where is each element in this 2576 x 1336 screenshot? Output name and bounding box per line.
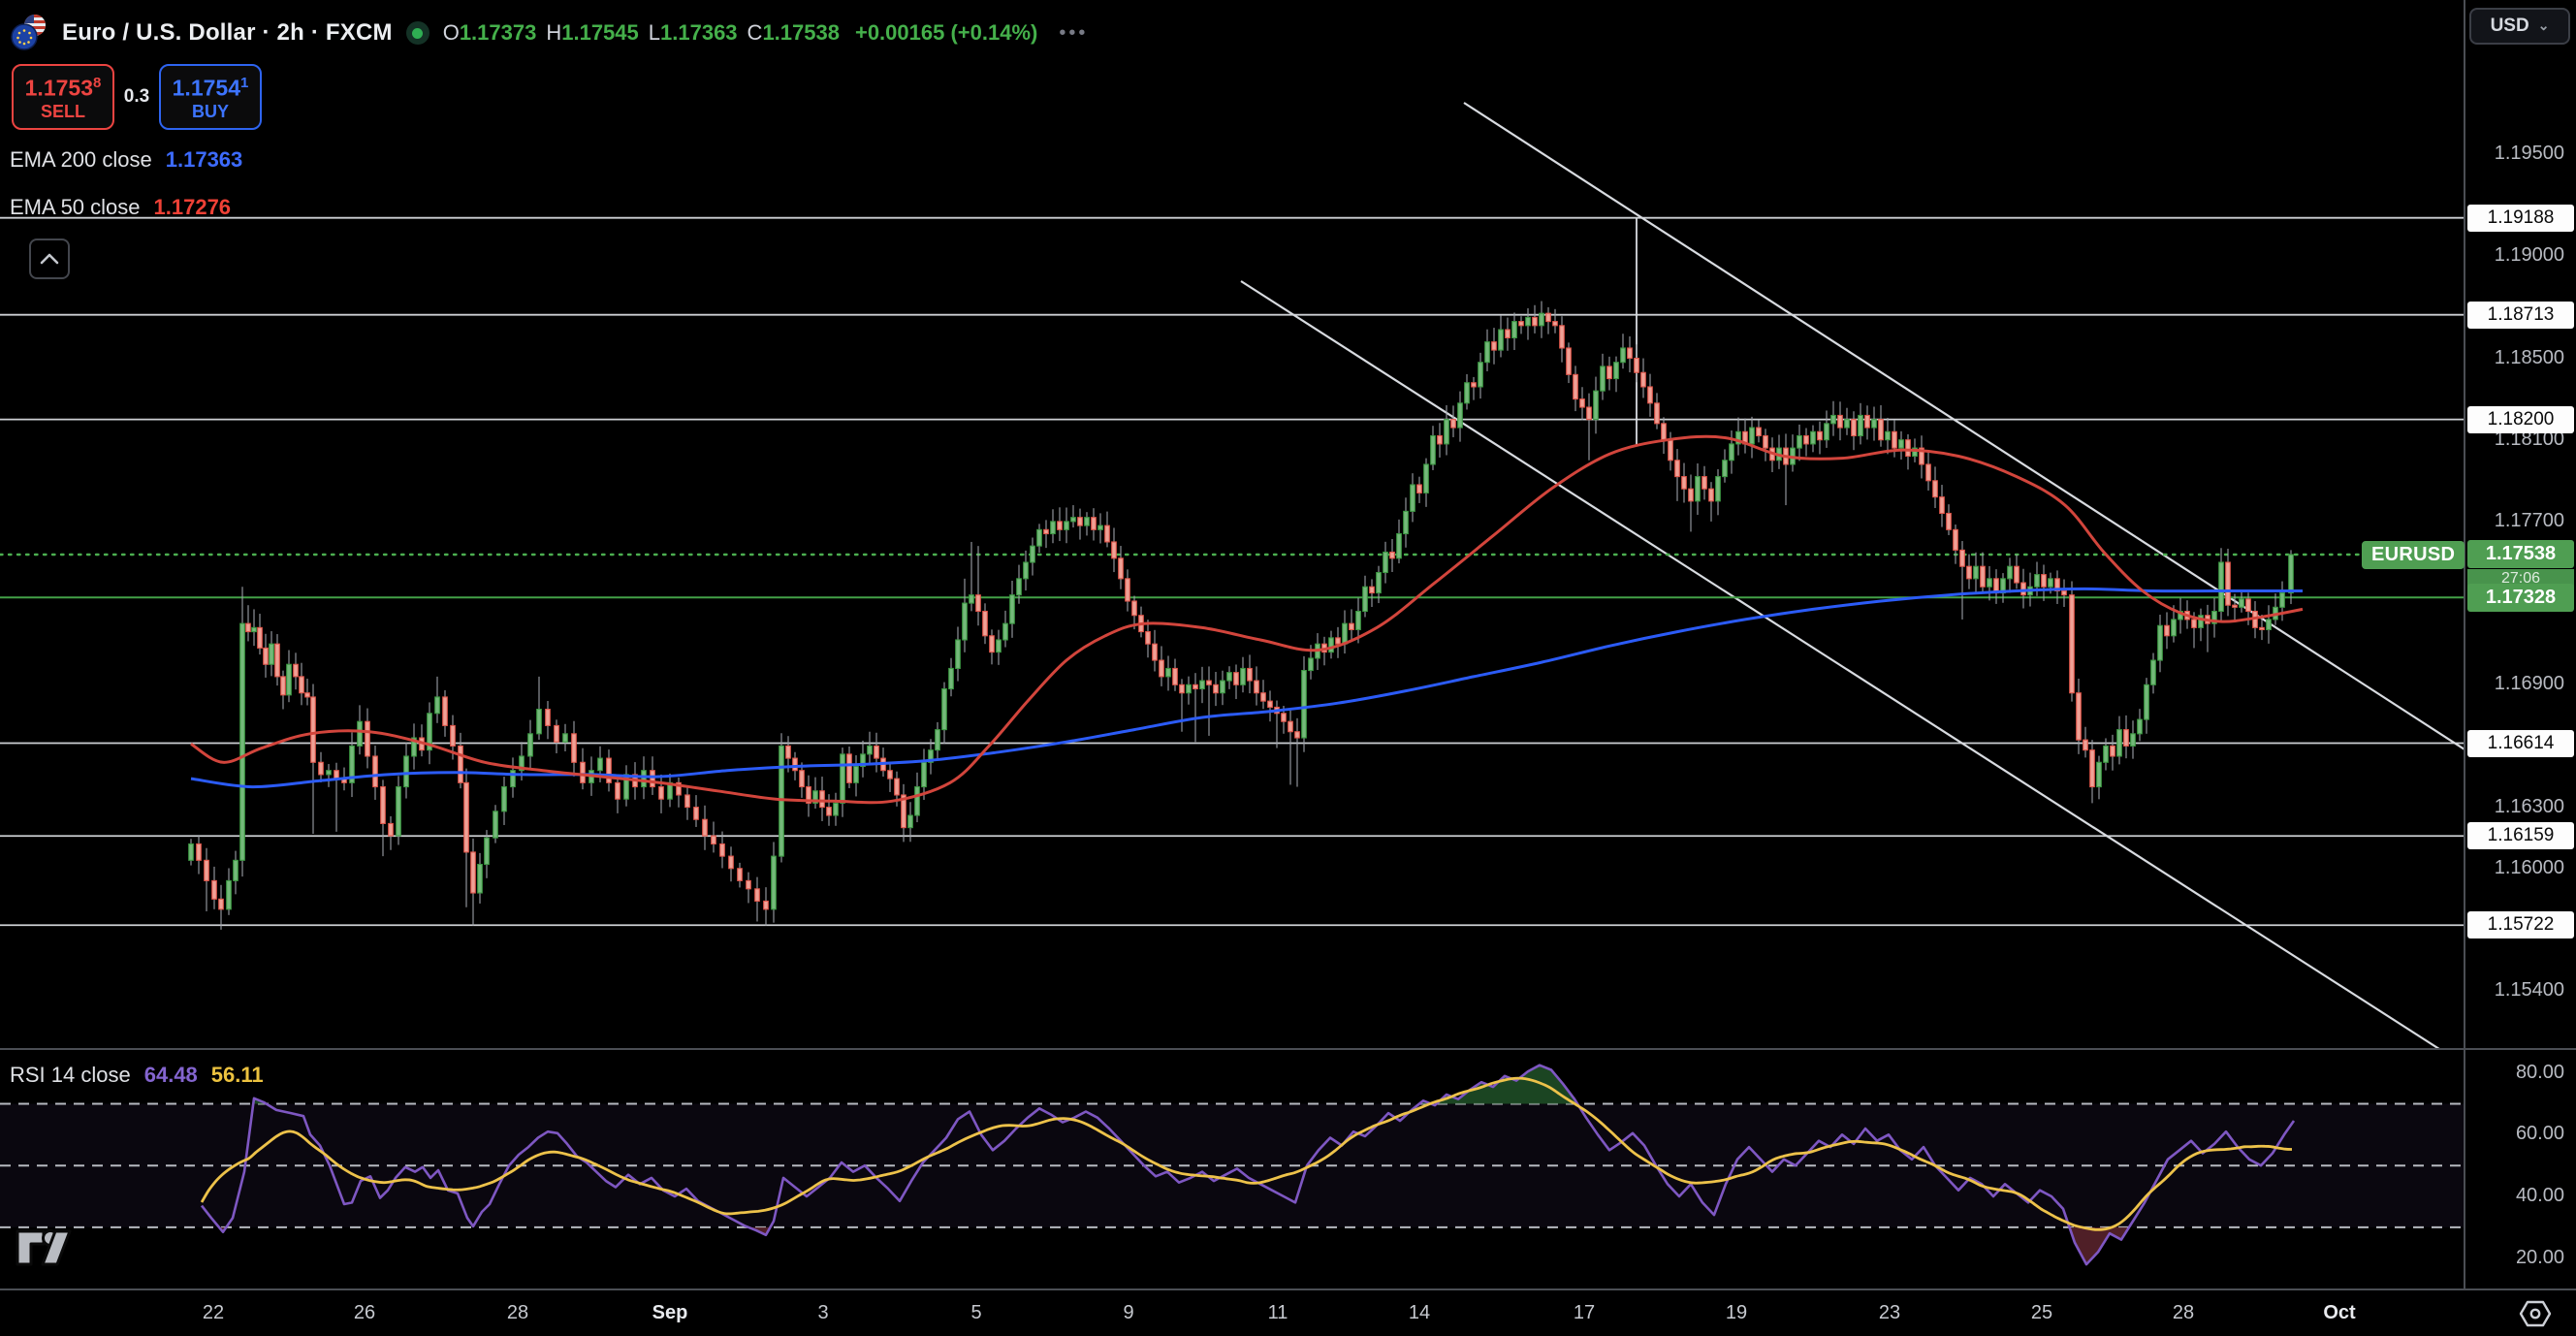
time-tick: Sep: [652, 1302, 688, 1323]
price-tick: 1.18100: [2494, 428, 2564, 450]
price-level-label: 1.15722: [2467, 911, 2574, 939]
buy-button[interactable]: 1.17541 BUY: [159, 64, 262, 130]
price-level-label: 1.16614: [2467, 729, 2574, 757]
price-tick: 1.16300: [2494, 795, 2564, 817]
sell-button[interactable]: 1.17538 SELL: [12, 64, 114, 130]
price-level-label: 1.19188: [2467, 204, 2574, 232]
ohlc-values: O1.17373 H1.17545 L1.17363 C1.17538: [442, 20, 840, 45]
price-level-label: 1.18713: [2467, 301, 2574, 329]
price-tick: 1.16000: [2494, 856, 2564, 878]
rsi-pane[interactable]: [0, 1064, 2465, 1266]
main-pane[interactable]: [0, 102, 2465, 1049]
price-tick: 1.16900: [2494, 673, 2564, 695]
rsi-ma-value: 56.11: [210, 1063, 264, 1087]
close-value: 1.17538: [762, 20, 840, 45]
price-tick: 1.19500: [2494, 143, 2564, 164]
chart-header: Euro / U.S. Dollar · 2h · FXCM O1.17373 …: [10, 12, 1088, 54]
low-value: 1.17363: [660, 20, 738, 45]
price-tick: 1.18500: [2494, 346, 2564, 368]
rsi-tick: 60.00: [2515, 1123, 2564, 1145]
time-tick: 14: [1408, 1302, 1431, 1323]
chevron-up-icon: [40, 253, 59, 265]
price-tick: 1.19000: [2494, 244, 2564, 267]
ema200-value: 1.17363: [165, 147, 243, 172]
more-icon[interactable]: •••: [1059, 21, 1089, 44]
ema200-legend[interactable]: EMA 200 close 1.17363: [10, 147, 243, 172]
ema50-line: [190, 434, 2304, 805]
tradingview-logo[interactable]: [14, 1222, 76, 1273]
chevron-down-icon: ⌄: [2537, 16, 2550, 33]
ema50-legend[interactable]: EMA 50 close 1.17276: [10, 195, 232, 219]
trendline: [1240, 280, 2440, 1049]
time-tick: Oct: [2323, 1302, 2356, 1323]
time-tick: 22: [202, 1302, 225, 1323]
price-tick: 1.17700: [2494, 509, 2564, 531]
current-price-label: 1.17538: [2467, 540, 2574, 568]
time-tick: 5: [970, 1302, 982, 1323]
trade-panel: 1.17538 SELL 0.3 1.17541 BUY: [12, 64, 262, 130]
ema50-value: 1.17276: [153, 195, 232, 219]
price-tick: 1.15400: [2494, 979, 2564, 1002]
collapse-pane-button[interactable]: [29, 239, 70, 279]
rsi-legend[interactable]: RSI 14 close 64.48 56.11: [10, 1063, 264, 1087]
rsi-tick: 20.00: [2515, 1246, 2564, 1268]
symbol-price-tag: EURUSD: [2362, 541, 2465, 569]
symbol-flag-icon: [10, 14, 48, 52]
open-value: 1.17373: [459, 20, 537, 45]
price-axis[interactable]: USD ⌄ 1.19500 1.19000 1.18500 1.18100 1.1770…: [2465, 0, 2576, 1336]
change-value: +0.00165 (+0.14%): [854, 20, 1038, 45]
high-value: 1.17545: [561, 20, 639, 45]
ema200-line: [190, 587, 2303, 789]
time-tick: 23: [1878, 1302, 1901, 1323]
time-tick: 28: [506, 1302, 529, 1323]
candles: [188, 301, 2294, 930]
symbol-title[interactable]: Euro / U.S. Dollar · 2h · FXCM: [62, 19, 393, 46]
trendline: [1463, 102, 2465, 750]
price-level-label: 1.16159: [2467, 822, 2574, 850]
time-tick: 3: [817, 1302, 829, 1323]
time-tick: 11: [1267, 1302, 1288, 1323]
time-tick: 9: [1123, 1302, 1134, 1323]
rsi-oversold-fill: [2071, 1226, 2127, 1265]
time-tick: 17: [1573, 1302, 1596, 1323]
market-status-icon[interactable]: [405, 21, 429, 45]
time-tick: 19: [1725, 1302, 1748, 1323]
price-level-label: 1.18200: [2467, 405, 2574, 433]
time-tick: 25: [2030, 1302, 2053, 1323]
timezone-settings-icon[interactable]: [2515, 1296, 2556, 1331]
rsi-tick: 80.00: [2515, 1061, 2564, 1083]
rsi-ma-line: [200, 1076, 2293, 1231]
rsi-overbought-fill: [1437, 1065, 1576, 1104]
time-axis[interactable]: 22 26 28 Sep 3 5 9 11 14 17 19 23 25 28 Oct: [0, 1290, 2576, 1336]
spread-value: 0.3: [123, 86, 150, 107]
rsi-value: 64.48: [143, 1063, 198, 1087]
bar-countdown: 27:06: [2467, 569, 2574, 588]
time-tick: 28: [2172, 1302, 2195, 1323]
rsi-tick: 40.00: [2515, 1185, 2564, 1207]
green-level-label: 1.17328: [2467, 584, 2574, 613]
currency-selector[interactable]: USD ⌄: [2469, 8, 2570, 45]
time-tick: 26: [353, 1302, 376, 1323]
